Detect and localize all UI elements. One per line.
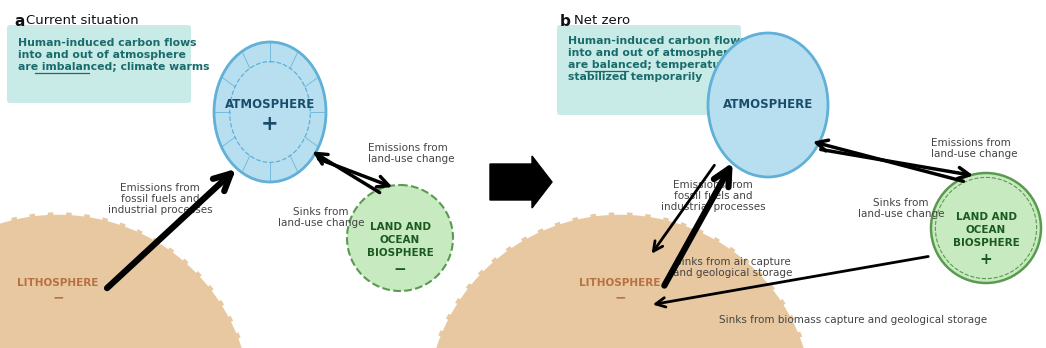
FancyBboxPatch shape <box>7 25 191 103</box>
Text: −: − <box>614 290 626 304</box>
Text: Emissions from: Emissions from <box>120 183 200 193</box>
Text: ATMOSPHERE: ATMOSPHERE <box>225 98 315 111</box>
Text: into and out of atmosphere: into and out of atmosphere <box>18 50 186 60</box>
Text: Emissions from: Emissions from <box>931 138 1010 148</box>
Ellipse shape <box>214 42 326 182</box>
Text: +: + <box>262 114 279 134</box>
Text: industrial processes: industrial processes <box>661 202 766 212</box>
Text: BIOSPHERE: BIOSPHERE <box>953 238 1020 248</box>
Text: Net zero: Net zero <box>574 14 630 27</box>
Text: +: + <box>980 252 993 267</box>
Text: OCEAN: OCEAN <box>380 235 420 245</box>
Text: ATMOSPHERE: ATMOSPHERE <box>723 98 813 111</box>
Text: LITHOSPHERE: LITHOSPHERE <box>579 278 661 288</box>
Text: stabilized temporarily: stabilized temporarily <box>568 72 702 82</box>
Text: Sinks from air capture: Sinks from air capture <box>675 257 791 267</box>
Text: LAND AND: LAND AND <box>369 222 431 232</box>
Ellipse shape <box>347 185 453 291</box>
Text: b: b <box>560 14 571 29</box>
Text: a: a <box>14 14 24 29</box>
Text: industrial processes: industrial processes <box>108 205 212 215</box>
Text: land-use change: land-use change <box>858 209 945 219</box>
Text: Sinks from: Sinks from <box>873 198 929 208</box>
Text: Current situation: Current situation <box>26 14 139 27</box>
Text: OCEAN: OCEAN <box>965 225 1006 235</box>
Text: land-use change: land-use change <box>368 154 455 164</box>
Text: into and out of atmosphere: into and out of atmosphere <box>568 48 736 58</box>
Text: land-use change: land-use change <box>931 149 1018 159</box>
Text: land-use change: land-use change <box>278 218 364 228</box>
Text: Human-induced carbon flows: Human-induced carbon flows <box>18 38 197 48</box>
Text: Emissions from: Emissions from <box>674 180 753 190</box>
Text: BIOSPHERE: BIOSPHERE <box>367 248 433 258</box>
Text: −: − <box>393 261 407 277</box>
Text: Sinks from: Sinks from <box>293 207 348 217</box>
Text: are imbalanced; climate warms: are imbalanced; climate warms <box>18 62 209 72</box>
Text: and geological storage: and geological storage <box>674 268 793 278</box>
FancyArrow shape <box>490 156 552 208</box>
Circle shape <box>425 213 815 348</box>
Ellipse shape <box>708 33 828 177</box>
Text: −: − <box>52 290 64 304</box>
Text: Emissions from: Emissions from <box>368 143 448 153</box>
Ellipse shape <box>931 173 1041 283</box>
Text: fossil fuels and: fossil fuels and <box>120 194 199 204</box>
Circle shape <box>0 213 253 348</box>
Text: are balanced; temperature: are balanced; temperature <box>568 60 733 70</box>
Text: LAND AND: LAND AND <box>955 212 1017 222</box>
Text: Human-induced carbon flows: Human-induced carbon flows <box>568 36 747 46</box>
Text: LITHOSPHERE: LITHOSPHERE <box>18 278 98 288</box>
Text: Sinks from biomass capture and geological storage: Sinks from biomass capture and geologica… <box>719 315 987 325</box>
FancyBboxPatch shape <box>558 25 741 115</box>
Text: fossil fuels and: fossil fuels and <box>674 191 752 201</box>
